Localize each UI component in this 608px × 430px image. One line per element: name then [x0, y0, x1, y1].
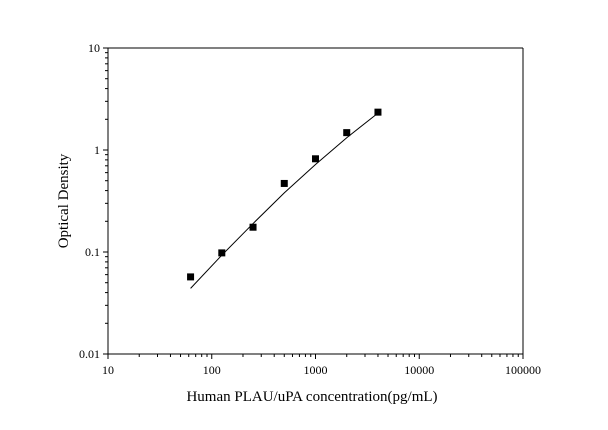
- data-point-square: [374, 108, 382, 116]
- fit-curve-line: [190, 112, 379, 289]
- y-tick-label: 0.01: [79, 347, 100, 361]
- tick-labels: 10 100 1000 10000 100000 0.01 0.1 1 10: [79, 41, 541, 377]
- x-tick-label: 10000: [404, 363, 434, 377]
- y-tick-label: 1: [94, 143, 100, 157]
- fit-line-layer: [190, 112, 379, 289]
- data-point-square: [312, 155, 319, 163]
- data-point-square: [249, 223, 257, 231]
- data-point-square: [343, 129, 351, 137]
- data-point-square: [218, 249, 226, 257]
- y-tick-label: 0.1: [85, 245, 100, 259]
- x-tick-label: 100000: [505, 363, 541, 377]
- x-tick-label: 100: [203, 363, 221, 377]
- x-tick-label: 1000: [304, 363, 328, 377]
- x-axis-label: Human PLAU/uPA concentration(pg/mL): [186, 389, 437, 405]
- x-tick-label: 10: [102, 363, 114, 377]
- data-points: [187, 108, 382, 281]
- y-tick-label: 10: [88, 41, 100, 55]
- data-point-square: [280, 179, 288, 187]
- data-point-square: [187, 273, 195, 281]
- tick-marks: [103, 47, 524, 359]
- axes: [107, 47, 524, 355]
- y-axis-label: Optical Density: [56, 153, 72, 248]
